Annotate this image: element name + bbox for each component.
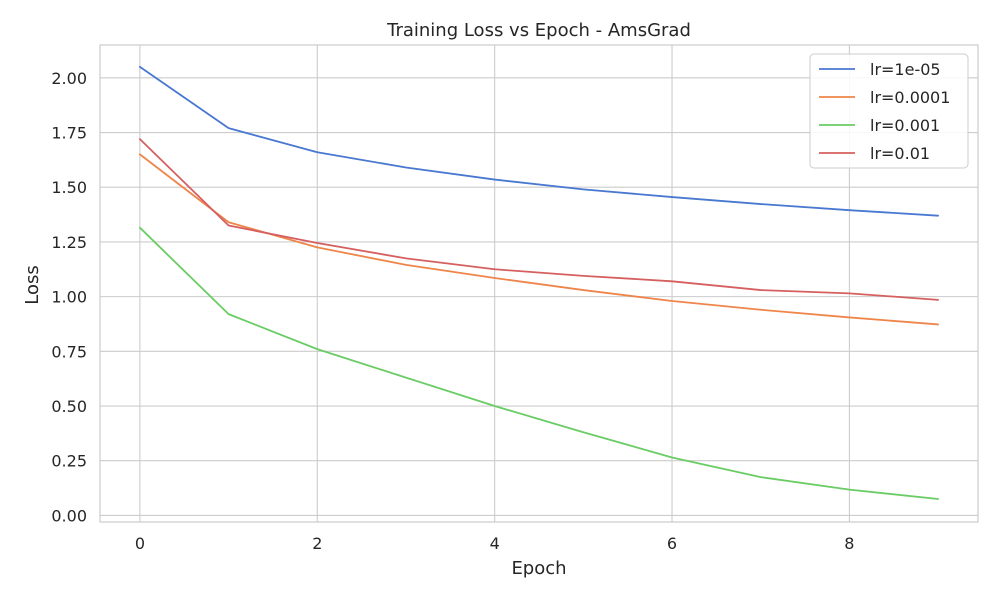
y-tick-label: 2.00	[51, 69, 87, 88]
y-tick-labels: 0.00 0.25 0.50 0.75 1.00 1.25 1.50 1.75 2.00	[51, 69, 87, 526]
legend-box	[809, 53, 969, 169]
x-tick-labels: 0 2 4 6 8	[135, 534, 855, 553]
legend-label: lr=0.01	[870, 144, 930, 163]
x-tick-label: 4	[490, 534, 500, 553]
x-tick-label: 8	[844, 534, 854, 553]
y-axis-label: Loss	[22, 265, 43, 304]
x-axis-label: Epoch	[511, 558, 566, 579]
y-tick-label: 1.00	[51, 288, 87, 307]
y-tick-label: 1.50	[51, 178, 87, 197]
series-lines	[139, 65, 939, 500]
y-tick-label: 0.75	[51, 342, 87, 361]
y-tick-label: 1.75	[51, 124, 87, 143]
y-tick-label: 1.25	[51, 233, 87, 252]
plot-frame	[99, 44, 979, 523]
legend-label: lr=0.0001	[870, 88, 950, 107]
series-line-0	[139, 65, 939, 217]
series-line-2	[139, 226, 939, 500]
y-tick-label: 0.50	[51, 397, 87, 416]
legend: lr=1e-05 lr=0.0001 lr=0.001 lr=0.01	[809, 53, 969, 169]
y-tick-label: 0.00	[51, 506, 87, 525]
x-tick-label: 2	[312, 534, 322, 553]
x-gridlines	[139, 45, 850, 522]
chart-title: Training Loss vs Epoch - AmsGrad	[386, 20, 691, 41]
series-line-3	[139, 138, 939, 301]
x-tick-label: 6	[667, 534, 677, 553]
legend-label: lr=1e-05	[870, 60, 941, 79]
legend-label: lr=0.001	[870, 116, 940, 135]
x-tick-label: 0	[135, 534, 145, 553]
y-tick-label: 0.25	[51, 452, 87, 471]
y-gridlines	[100, 77, 978, 516]
